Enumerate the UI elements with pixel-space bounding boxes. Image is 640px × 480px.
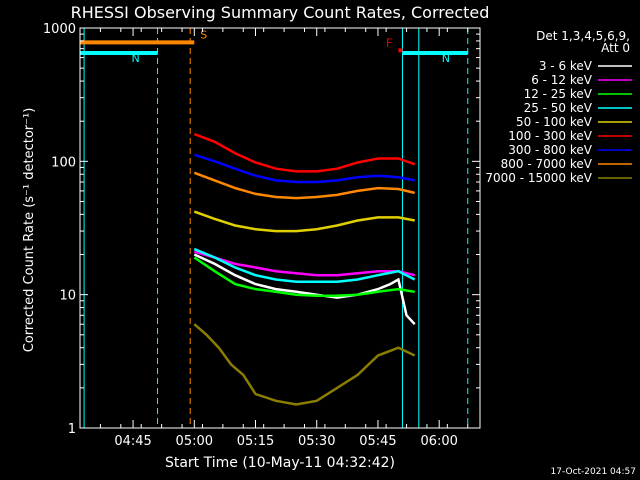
legend-label-5: 100 - 300 keV bbox=[508, 129, 592, 143]
annotation-label-saa-2: S bbox=[200, 28, 207, 41]
series-line-2 bbox=[193, 256, 415, 298]
legend-label-4: 50 - 100 keV bbox=[516, 115, 593, 129]
y-axis-label: Corrected Count Rate (s⁻¹ detector⁻¹) bbox=[22, 108, 37, 353]
x-tick-label-4: 05:45 bbox=[359, 434, 396, 449]
annotation-label-night-0: N bbox=[132, 52, 140, 65]
x-tick-label-5: 06:00 bbox=[420, 434, 457, 449]
y-tick-label-1: 10 bbox=[59, 289, 76, 304]
plot-area: N N S F bbox=[80, 28, 469, 428]
chart-title: RHESSI Observing Summary Count Rates, Co… bbox=[71, 3, 490, 22]
series-line-6 bbox=[193, 153, 415, 184]
annotation-label-flare-3: F bbox=[386, 36, 392, 49]
series-line-8 bbox=[193, 323, 416, 406]
y-axis: 1 10 100 1000 bbox=[43, 22, 480, 437]
legend-label-0: 3 - 6 keV bbox=[539, 59, 593, 73]
y-tick-label-0: 1 bbox=[68, 422, 76, 437]
series-line-5 bbox=[193, 132, 416, 173]
x-axis-label: Start Time (10-May-11 04:32:42) bbox=[165, 455, 395, 471]
legend-subtitle: Att 0 bbox=[601, 41, 630, 55]
series-line-4 bbox=[193, 210, 415, 233]
legend-label-8: 7000 - 15000 keV bbox=[485, 171, 592, 185]
legend-label-3: 25 - 50 keV bbox=[524, 101, 593, 115]
x-tick-label-3: 05:30 bbox=[298, 434, 335, 449]
legend-label-6: 300 - 800 keV bbox=[508, 143, 592, 157]
x-axis: 04:45 05:00 05:15 05:30 05:45 06:00 bbox=[79, 28, 469, 449]
legend-title: Det 1,3,4,5,6,9, bbox=[536, 29, 630, 43]
series-line-3 bbox=[193, 247, 416, 283]
plot-frame bbox=[79, 27, 481, 429]
legend-label-2: 12 - 25 keV bbox=[524, 87, 593, 101]
timestamp: 17-Oct-2021 04:57 bbox=[551, 467, 636, 477]
series-line-1 bbox=[193, 250, 415, 277]
legend-label-7: 800 - 7000 keV bbox=[501, 157, 593, 171]
x-tick-label-0: 04:45 bbox=[114, 434, 151, 449]
y-tick-label-3: 1000 bbox=[43, 22, 76, 37]
y-tick-label-2: 100 bbox=[51, 155, 76, 170]
legend-label-1: 6 - 12 keV bbox=[531, 73, 593, 87]
series-line-7 bbox=[193, 171, 415, 200]
x-tick-label-1: 05:00 bbox=[176, 434, 213, 449]
annotation-label-night-1: N bbox=[442, 52, 450, 65]
x-tick-label-2: 05:15 bbox=[237, 434, 274, 449]
